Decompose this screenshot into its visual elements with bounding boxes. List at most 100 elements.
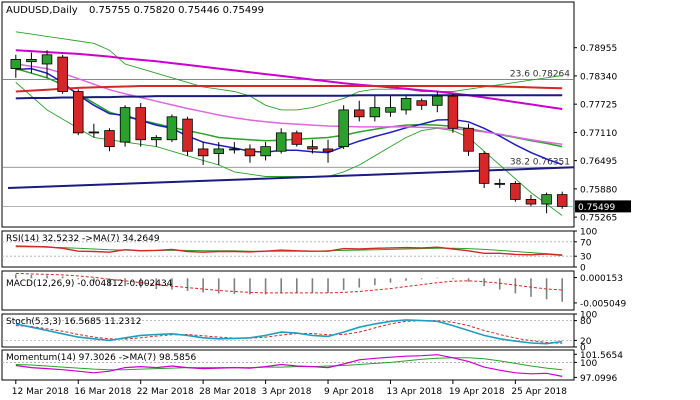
candle-body-14 [229, 148, 240, 151]
main-panel-frame [1, 1, 575, 228]
main-y-tick-label-4: 0.76495 [580, 157, 617, 167]
candle-body-17 [275, 132, 287, 152]
candle-body-25 [400, 98, 412, 111]
candle-17 [275, 128, 287, 154]
candle-2 [41, 50, 53, 78]
candle-body-35 [556, 194, 568, 207]
candle-body-19 [307, 146, 318, 150]
rsi-y-tick-label-0: 100 [580, 228, 597, 238]
candle-body-29 [463, 127, 474, 152]
candle-25 [400, 96, 412, 115]
candle-body-11 [182, 118, 193, 152]
main-ohlc-readout: 0.75755 0.75820 0.75446 0.75499 [89, 5, 264, 16]
candle-body-18 [291, 132, 303, 145]
macd-panel: 0.000153 -0.005049 [1, 270, 626, 311]
candle-13 [213, 142, 224, 166]
last-price-tag [575, 200, 631, 213]
main-y-tick-label-1: 0.78340 [580, 72, 617, 82]
moving-average-line-5 [15, 94, 563, 100]
momentum-y-tick-label-0: 101.5654 [580, 351, 623, 361]
candle-body-28 [447, 95, 459, 129]
rsi-y-tick-label-1: 70 [580, 238, 592, 248]
candle-body-13 [213, 148, 224, 154]
moving-average-line-1 [15, 67, 563, 166]
stoch-y-tick-label-0: 100 [580, 311, 597, 321]
candle-body-9 [151, 137, 162, 141]
candle-body-23 [369, 107, 381, 118]
momentum-ma-line [15, 357, 563, 371]
macd-panel-frame [1, 270, 575, 311]
bollinger-upper-line [15, 31, 563, 111]
x-tick-label-1: 16 Mar 2018 [74, 387, 131, 397]
candle-body-1 [26, 58, 37, 63]
macd-y-tick-label-1: -0.005049 [580, 299, 626, 309]
x-axis: 12 Mar 2018 16 Mar 2018 22 Mar 2018 28 Mar … [12, 380, 567, 397]
candle-30 [478, 151, 490, 188]
candle-body-26 [416, 100, 427, 106]
macd-label: MACD(12,26,9) -0.004812 -0.002434 [6, 279, 173, 289]
candle-9 [151, 135, 162, 147]
stoch-y-tick-label-3: 0 [580, 344, 586, 354]
candle-body-8 [135, 107, 146, 141]
candle-body-30 [478, 153, 490, 184]
momentum-y-tick-label-1: 100 [580, 359, 597, 369]
stoch-k-line [15, 319, 563, 345]
fib-level-label-1: 38.2 0.76351 [510, 157, 570, 167]
candle-body-20 [322, 148, 334, 152]
stoch-panel-frame [1, 313, 575, 348]
main-y-tick-label-6: 0.75265 [580, 214, 617, 224]
candle-body-22 [354, 109, 365, 118]
stoch-y-tick-label-1: 80 [580, 317, 592, 327]
candle-body-4 [73, 91, 84, 134]
main-price-panel: 23.6 0.78264 38.2 0.76351 0.78955 0.78340 0.… [1, 1, 631, 228]
candle-15 [244, 144, 256, 163]
candle-11 [182, 116, 193, 156]
candle-body-21 [338, 109, 349, 148]
candle-0 [10, 54, 22, 78]
candle-8 [135, 103, 146, 147]
candle-20 [322, 139, 334, 163]
candle-body-0 [10, 58, 22, 69]
stoch-label: Stoch(5,3,3) 16.5685 11.2312 [6, 317, 141, 327]
rsi-label: RSI(14) 32.5232 ->MA(7) 34.2649 [6, 234, 160, 244]
momentum-line [15, 354, 563, 377]
candle-4 [73, 89, 84, 136]
stoch-y-tick-label-2: 20 [580, 337, 592, 347]
candle-26 [416, 98, 427, 110]
rsi-panel-frame [1, 230, 575, 268]
candle-body-24 [385, 107, 396, 113]
moving-average-line-4 [15, 85, 563, 93]
candle-24 [385, 96, 396, 117]
candle-body-15 [244, 148, 256, 157]
candle-body-16 [260, 146, 271, 157]
x-tick-label-6: 13 Apr 2018 [386, 387, 442, 397]
candle-32 [510, 181, 521, 202]
macd-signal-line [15, 272, 563, 294]
candle-31 [494, 178, 505, 188]
candle-7 [119, 105, 131, 147]
candle-body-34 [541, 194, 552, 205]
candle-16 [260, 142, 271, 161]
candle-33 [525, 194, 537, 207]
candle-21 [338, 105, 349, 149]
candle-1 [26, 52, 37, 74]
main-y-tick-label-2: 0.77725 [580, 101, 617, 111]
candle-body-10 [166, 116, 178, 141]
rsi-y-tick-label-2: 30 [580, 253, 592, 263]
last-price-tag-label: 0.75499 [578, 203, 615, 213]
candle-body-7 [119, 107, 131, 143]
candle-28 [447, 93, 459, 133]
x-tick-label-2: 22 Mar 2018 [137, 387, 194, 397]
candle-body-32 [510, 182, 521, 200]
candle-22 [354, 100, 365, 122]
stoch-d-line [15, 320, 563, 344]
main-y-tick-label-0: 0.78955 [580, 44, 617, 54]
x-tick-label-0: 12 Mar 2018 [12, 387, 69, 397]
candle-10 [166, 114, 178, 143]
x-tick-label-8: 25 Apr 2018 [511, 387, 567, 397]
candle-body-31 [494, 182, 505, 185]
candle-35 [556, 191, 568, 209]
candle-body-5 [88, 131, 100, 134]
